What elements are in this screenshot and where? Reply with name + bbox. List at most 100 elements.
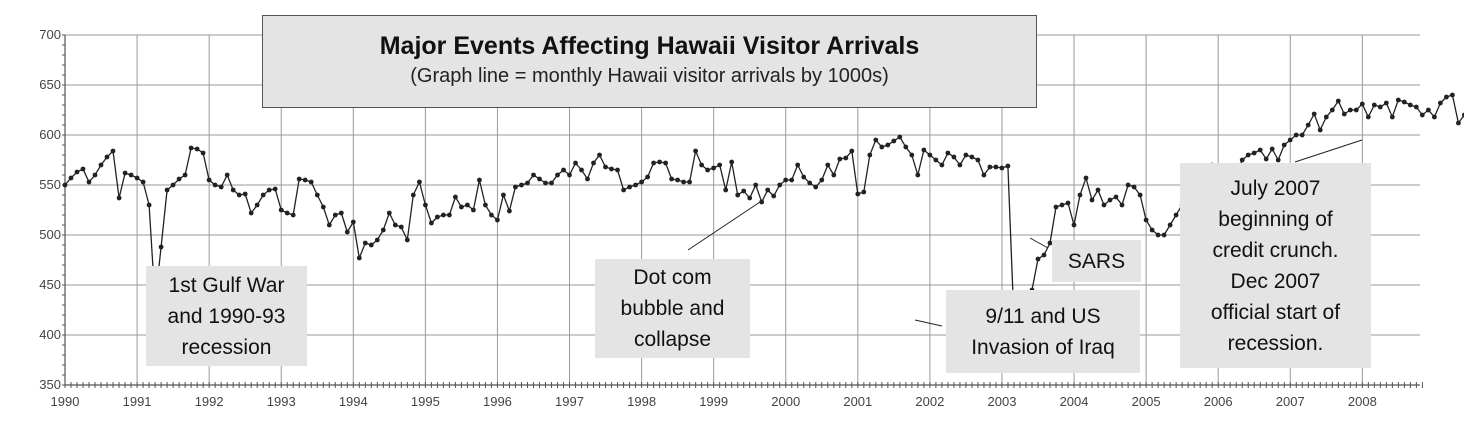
- data-point: [254, 202, 260, 208]
- x-tick-label: 1999: [699, 394, 728, 409]
- y-tick-label: 350: [39, 377, 61, 392]
- data-point: [200, 150, 206, 156]
- data-point: [915, 172, 921, 178]
- annotation-credit-crunch: July 2007 beginning of credit crunch. De…: [1180, 163, 1371, 368]
- data-point: [495, 217, 500, 223]
- data-point: [1161, 232, 1167, 238]
- data-point: [1317, 127, 1323, 133]
- data-point: [465, 202, 470, 208]
- data-point: [278, 207, 284, 213]
- data-point: [999, 165, 1005, 171]
- data-point: [1371, 102, 1377, 108]
- data-point: [639, 179, 644, 185]
- data-point: [1095, 187, 1101, 193]
- x-tick-label: 2008: [1348, 394, 1377, 409]
- data-point: [1269, 146, 1275, 152]
- annotation-leader-line: [1294, 139, 1363, 163]
- data-point: [1245, 152, 1251, 158]
- data-point: [939, 162, 945, 168]
- data-point: [1089, 197, 1095, 203]
- data-point: [441, 212, 446, 218]
- data-point: [483, 202, 488, 208]
- data-point: [1173, 212, 1179, 218]
- annotation-line: Invasion of Iraq: [971, 335, 1115, 359]
- data-point: [206, 177, 212, 183]
- data-point: [1251, 150, 1257, 156]
- data-point: [447, 212, 452, 218]
- data-point: [459, 204, 464, 210]
- data-point: [693, 148, 698, 154]
- data-point: [1395, 97, 1401, 103]
- data-point: [164, 187, 170, 193]
- data-point: [218, 184, 224, 190]
- data-point: [795, 162, 801, 168]
- data-point: [398, 224, 404, 230]
- data-point: [116, 195, 122, 201]
- data-point: [633, 182, 638, 188]
- annotation-line: and 1990-93: [167, 304, 286, 328]
- data-point: [176, 176, 182, 182]
- data-point: [1335, 98, 1341, 104]
- data-point: [969, 154, 975, 160]
- data-point: [891, 138, 897, 144]
- data-point: [429, 220, 434, 226]
- data-point: [122, 170, 128, 176]
- data-point: [212, 182, 218, 188]
- data-point: [1383, 100, 1389, 106]
- data-point: [308, 179, 314, 185]
- data-point: [296, 176, 302, 182]
- data-point: [561, 167, 566, 173]
- data-point: [771, 193, 777, 199]
- data-point: [423, 202, 428, 208]
- data-point: [314, 192, 320, 198]
- data-point: [927, 152, 933, 158]
- data-point: [831, 172, 837, 178]
- annotation-line: official start of: [1210, 300, 1341, 324]
- annotation-line: recession.: [1227, 331, 1324, 355]
- data-point: [873, 137, 879, 143]
- annotation-gulf-war: 1st Gulf War and 1990-93 recession: [146, 266, 307, 366]
- data-point: [146, 202, 152, 208]
- data-point: [1119, 202, 1125, 208]
- annotation-line: bubble and: [620, 297, 725, 320]
- data-point: [1413, 104, 1419, 110]
- data-point: [1389, 114, 1395, 120]
- data-point: [453, 194, 458, 200]
- data-point: [92, 172, 98, 178]
- data-point: [1125, 182, 1131, 188]
- data-point: [1432, 114, 1437, 120]
- data-point: [326, 222, 332, 228]
- data-point: [332, 212, 338, 218]
- data-point: [1263, 156, 1269, 162]
- data-point: [62, 182, 68, 188]
- data-point: [513, 184, 518, 190]
- data-point: [813, 184, 819, 190]
- data-point: [735, 192, 741, 198]
- data-point: [705, 167, 710, 173]
- x-tick-label: 2000: [771, 394, 800, 409]
- data-point: [981, 172, 987, 178]
- data-point: [1401, 99, 1407, 105]
- data-point: [1347, 107, 1353, 113]
- annotation-dot-com: Dot com bubble and collapse: [595, 259, 750, 358]
- data-point: [417, 179, 422, 185]
- data-point: [1101, 202, 1107, 208]
- data-point: [711, 165, 716, 171]
- data-point: [1323, 114, 1329, 120]
- data-point: [933, 157, 939, 163]
- annotation-line: July 2007: [1230, 176, 1321, 200]
- y-tick-label: 700: [39, 27, 61, 42]
- data-point: [344, 229, 350, 235]
- data-point: [663, 160, 668, 166]
- data-point: [783, 177, 789, 183]
- data-point: [1005, 163, 1011, 169]
- data-point: [410, 192, 416, 198]
- x-tick-label: 2006: [1204, 394, 1233, 409]
- data-point: [230, 187, 236, 193]
- data-point: [843, 155, 849, 161]
- data-point: [134, 175, 140, 181]
- axes: [62, 34, 1423, 388]
- x-tick-label: 1997: [555, 394, 584, 409]
- x-tick-label: 2002: [915, 394, 944, 409]
- data-point: [945, 150, 951, 156]
